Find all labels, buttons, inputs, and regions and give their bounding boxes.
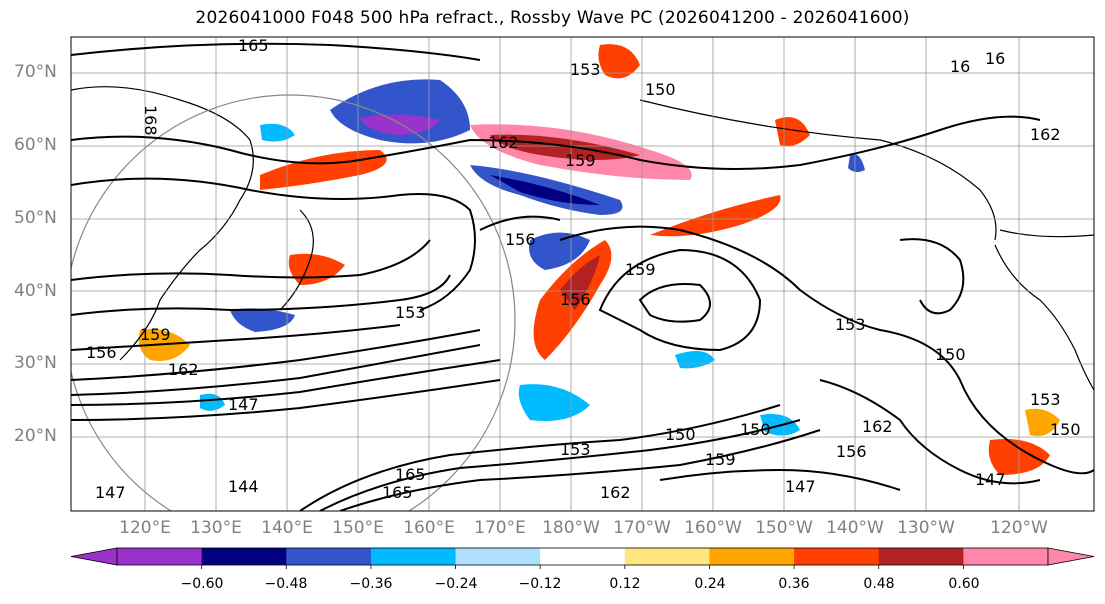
latitude-label: 30°N (14, 353, 57, 373)
map-panel: 165 168 162 159 156 153 150 147 144 165 … (71, 36, 1094, 511)
longitude-label: 130°W (897, 518, 955, 538)
contour-label: 147 (228, 395, 259, 414)
colorbar-tick-label: −0.60 (180, 576, 224, 592)
latitude-label: 60°N (14, 135, 57, 155)
colorbar-segment (963, 548, 1049, 565)
contour-label: 159 (140, 325, 171, 344)
latitude-label: 70°N (14, 62, 57, 82)
contour-label: 16 (985, 49, 1005, 68)
contour-label: 16 (950, 57, 970, 76)
longitude-label: 140°E (261, 518, 313, 538)
colorbar-extend-right (1047, 547, 1095, 566)
contour-label: 150 (740, 420, 771, 439)
colorbar-extend-left (70, 547, 118, 566)
contour-label: 156 (560, 290, 591, 309)
region-circle (71, 94, 516, 511)
contour-labels: 165 168 162 159 156 153 150 147 144 165 … (86, 36, 1081, 502)
contour-label: 159 (565, 151, 596, 170)
colorbar-segment (878, 548, 964, 565)
contour-label: 156 (836, 442, 867, 461)
contour-label: 162 (1030, 125, 1061, 144)
contour-label: 147 (95, 483, 126, 502)
colorbar-tick-label: −0.48 (264, 576, 308, 592)
colorbar-tick-label: −0.24 (434, 576, 478, 592)
colorbar-segment (624, 548, 710, 565)
longitude-label: 170°E (474, 518, 526, 538)
colorbar-tick-label: −0.36 (349, 576, 393, 592)
colorbar (70, 547, 1095, 569)
latitude-label: 20°N (14, 426, 57, 446)
contour-label: 153 (570, 60, 601, 79)
contour-label: 147 (785, 477, 816, 496)
contour-label: 162 (862, 417, 893, 436)
colorbar-tick-label: 0.60 (948, 576, 980, 592)
map-frame (70, 36, 1095, 512)
graticule (71, 37, 1094, 511)
contour-label: 156 (505, 230, 536, 249)
latitude-label: 40°N (14, 281, 57, 301)
contour-label: 153 (1030, 390, 1061, 409)
longitude-label: 160°W (684, 518, 742, 538)
contour-label: 150 (935, 345, 966, 364)
colorbar-tick-label: 0.36 (778, 576, 810, 592)
contour-label: 162 (168, 360, 199, 379)
contour-label: 159 (625, 260, 656, 279)
colorbar-segment (370, 548, 457, 565)
shaded-anomaly-field (138, 44, 1060, 475)
colorbar-segment (794, 548, 880, 565)
contour-label: 150 (1050, 420, 1081, 439)
colorbar-segment (709, 548, 795, 565)
contour-label: 156 (86, 343, 117, 362)
colorbar-segment (117, 548, 203, 565)
longitude-label: 120°E (119, 518, 171, 538)
contour-label: 150 (645, 80, 676, 99)
colorbar-segment (201, 548, 287, 565)
chart-title: 2026041000 F048 500 hPa refract., Rossby… (195, 8, 910, 28)
longitude-label: 160°E (403, 518, 455, 538)
colorbar-tick-label: 0.12 (609, 576, 641, 592)
contour-label: 165 (395, 465, 426, 484)
longitude-label: 120°W (990, 518, 1048, 538)
contour-label: 147 (975, 470, 1006, 489)
contour-label: 162 (600, 483, 631, 502)
longitude-label: 170°W (613, 518, 671, 538)
contour-label: 165 (238, 36, 269, 55)
coastlines (71, 86, 1094, 391)
colorbar-segment (455, 548, 541, 565)
longitude-label: 140°W (826, 518, 884, 538)
colorbar-segment (286, 548, 372, 565)
contour-label: 165 (382, 483, 413, 502)
colorbar-segment (540, 548, 626, 565)
colorbar-tick-label: 0.24 (694, 576, 726, 592)
contour-label: 153 (835, 315, 866, 334)
height-contours (71, 42, 1094, 511)
contour-label: 159 (705, 450, 736, 469)
longitude-label: 150°W (755, 518, 813, 538)
colorbar-tick-label: 0.48 (863, 576, 895, 592)
contour-label: 153 (560, 440, 591, 459)
longitude-label: 150°E (332, 518, 384, 538)
contour-label: 162 (488, 133, 519, 152)
longitude-label: 130°E (190, 518, 242, 538)
contour-label: 144 (228, 477, 259, 496)
longitude-label: 180°W (542, 518, 600, 538)
latitude-label: 50°N (14, 208, 57, 228)
contour-label: 153 (395, 303, 426, 322)
contour-label: 150 (665, 425, 696, 444)
colorbar-tick-label: −0.12 (518, 576, 562, 592)
contour-label: 168 (141, 105, 160, 136)
